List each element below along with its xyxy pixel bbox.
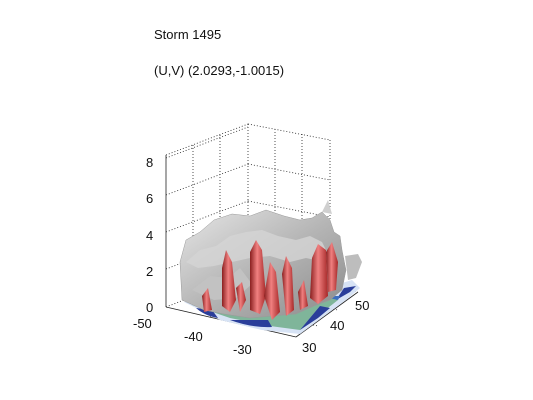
z-tick-label: 6: [146, 191, 153, 206]
z-tick-label: 8: [146, 155, 153, 170]
y-tick-label: 40: [330, 318, 344, 333]
figure-subtitle: (U,V) (2.0293,-1.0015): [154, 63, 285, 78]
z-tick-label: 4: [146, 228, 153, 243]
z-axis-ticks: 0 2 4 6 8: [146, 155, 153, 315]
storm-red-cores: [202, 240, 338, 320]
x-tick-label: -30: [233, 342, 252, 357]
y-tick-label: 30: [302, 340, 316, 355]
y-tick-label: 50: [355, 298, 369, 313]
x-axis-ticks: -50 -40 -30: [133, 316, 252, 357]
z-tick-label: 2: [146, 264, 153, 279]
figure-title: Storm 1495: [154, 27, 222, 42]
x-tick-label: -40: [184, 329, 203, 344]
y-axis-ticks: 30 40 50: [302, 298, 369, 355]
z-tick-label: 0: [146, 300, 153, 315]
x-tick-label: -50: [133, 316, 152, 331]
